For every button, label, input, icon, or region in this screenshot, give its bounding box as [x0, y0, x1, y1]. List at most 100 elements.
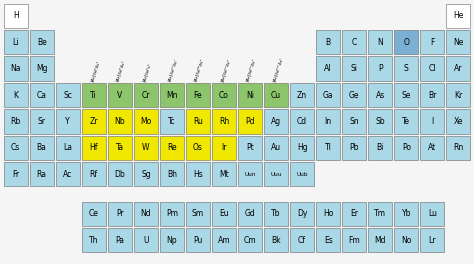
Bar	[420, 136, 444, 160]
Bar	[290, 162, 314, 186]
Bar	[134, 202, 158, 226]
Bar	[30, 30, 54, 54]
Bar	[238, 228, 262, 252]
Text: Db: Db	[114, 170, 125, 179]
Text: Dy: Dy	[297, 209, 307, 218]
Bar	[108, 83, 132, 107]
Bar	[186, 202, 210, 226]
Text: Ge: Ge	[349, 91, 359, 100]
Bar	[238, 162, 262, 186]
Bar	[186, 162, 210, 186]
Text: [Ar]3d⁶²4s²: [Ar]3d⁶²4s²	[194, 58, 205, 82]
Bar	[108, 228, 132, 252]
Text: Y: Y	[65, 117, 70, 126]
Text: Sc: Sc	[63, 91, 72, 100]
Bar	[290, 109, 314, 134]
Text: Lr: Lr	[428, 236, 436, 245]
Bar	[134, 162, 158, 186]
Text: Uub: Uub	[296, 172, 308, 177]
Text: Na: Na	[10, 64, 21, 73]
Bar	[56, 83, 80, 107]
Text: O: O	[403, 38, 409, 47]
Text: Cd: Cd	[297, 117, 307, 126]
Text: Cl: Cl	[428, 64, 436, 73]
Bar	[4, 56, 27, 81]
Text: Br: Br	[428, 91, 437, 100]
Bar	[4, 4, 27, 28]
Bar	[4, 83, 27, 107]
Text: Cu: Cu	[271, 91, 281, 100]
Bar	[134, 109, 158, 134]
Text: Zr: Zr	[90, 117, 98, 126]
Text: Cs: Cs	[11, 143, 20, 152]
Bar	[264, 109, 288, 134]
Text: I: I	[431, 117, 433, 126]
Bar	[316, 136, 340, 160]
Bar	[368, 202, 392, 226]
Text: Yb: Yb	[401, 209, 411, 218]
Text: [Ar]3d⁸²4s²: [Ar]3d⁸²4s²	[246, 58, 257, 82]
Text: Cr: Cr	[142, 91, 150, 100]
Text: Pa: Pa	[115, 236, 124, 245]
Text: Ca: Ca	[36, 91, 46, 100]
Text: Sg: Sg	[141, 170, 151, 179]
Bar	[238, 83, 262, 107]
Text: W: W	[142, 143, 150, 152]
Bar	[134, 83, 158, 107]
Text: Fr: Fr	[12, 170, 19, 179]
Bar	[212, 83, 236, 107]
Text: Tc: Tc	[168, 117, 176, 126]
Text: Ir: Ir	[221, 143, 227, 152]
Bar	[368, 136, 392, 160]
Bar	[264, 83, 288, 107]
Bar	[160, 162, 184, 186]
Bar	[134, 228, 158, 252]
Text: Co: Co	[219, 91, 229, 100]
Text: P: P	[378, 64, 383, 73]
Text: Pr: Pr	[116, 209, 124, 218]
Text: Si: Si	[351, 64, 358, 73]
Bar	[212, 136, 236, 160]
Text: Cm: Cm	[244, 236, 256, 245]
Text: H: H	[13, 11, 18, 20]
Text: Uun: Uun	[244, 172, 256, 177]
Text: Tm: Tm	[374, 209, 386, 218]
Text: Ru: Ru	[193, 117, 203, 126]
Bar	[316, 30, 340, 54]
Text: Os: Os	[193, 143, 203, 152]
Bar	[316, 228, 340, 252]
Text: Ar: Ar	[454, 64, 463, 73]
Text: Ba: Ba	[36, 143, 46, 152]
Text: Er: Er	[350, 209, 358, 218]
Bar	[420, 83, 444, 107]
Bar	[447, 109, 470, 134]
Bar	[316, 83, 340, 107]
Text: Mn: Mn	[166, 91, 178, 100]
Bar	[316, 109, 340, 134]
Text: Nd: Nd	[140, 209, 151, 218]
Text: No: No	[401, 236, 411, 245]
Bar	[394, 83, 418, 107]
Text: Hg: Hg	[297, 143, 308, 152]
Bar	[160, 136, 184, 160]
Text: [Ar]3d⁷²4s²: [Ar]3d⁷²4s²	[220, 58, 231, 82]
Text: Po: Po	[402, 143, 411, 152]
Bar	[160, 202, 184, 226]
Text: Xe: Xe	[454, 117, 463, 126]
Bar	[108, 202, 132, 226]
Text: Np: Np	[166, 236, 177, 245]
Text: Fe: Fe	[193, 91, 202, 100]
Bar	[56, 162, 80, 186]
Bar	[30, 83, 54, 107]
Text: Eu: Eu	[219, 209, 229, 218]
Text: U: U	[143, 236, 148, 245]
Bar	[212, 228, 236, 252]
Text: In: In	[325, 117, 332, 126]
Text: Ne: Ne	[453, 38, 464, 47]
Text: Hs: Hs	[193, 170, 203, 179]
Bar	[160, 109, 184, 134]
Text: B: B	[326, 38, 331, 47]
Text: Fm: Fm	[348, 236, 360, 245]
Bar	[238, 202, 262, 226]
Bar	[420, 228, 444, 252]
